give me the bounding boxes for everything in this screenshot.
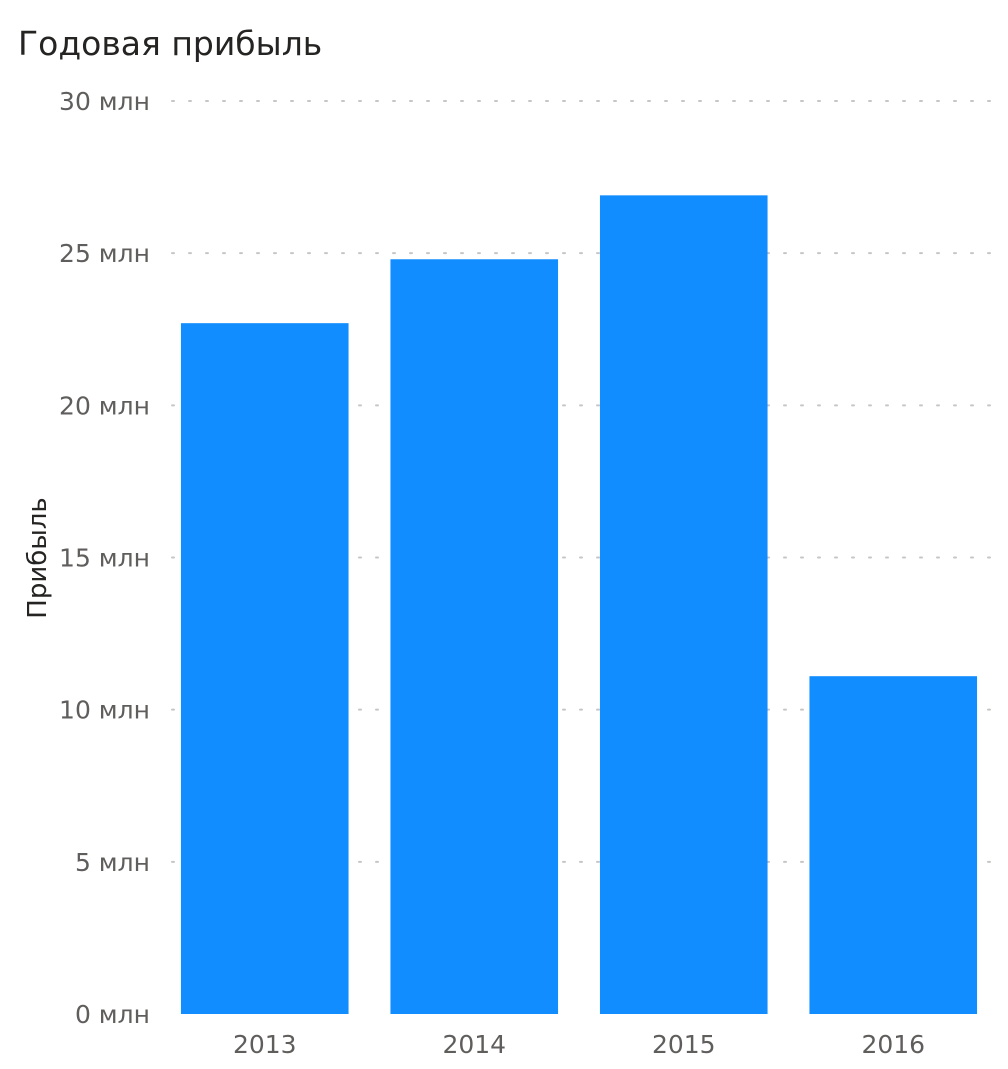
- y-tick-label: 5 млн: [75, 848, 150, 877]
- y-tick-label: 30 млн: [59, 87, 150, 116]
- x-tick-label: 2015: [652, 1030, 716, 1059]
- y-tick-label: 0 млн: [75, 1000, 150, 1029]
- x-axis-ticks: 2013 2014 2015 2016: [233, 1030, 925, 1059]
- x-tick-label: 2014: [442, 1030, 506, 1059]
- x-tick-label: 2013: [233, 1030, 297, 1059]
- y-tick-label: 25 млн: [59, 239, 150, 268]
- bar-2016[interactable]: [809, 676, 978, 1014]
- bar-2013[interactable]: [180, 323, 349, 1014]
- chart-title: Годовая прибыль: [18, 24, 323, 63]
- bar-2014[interactable]: [390, 259, 559, 1015]
- y-tick-label: 10 млн: [59, 696, 150, 725]
- y-tick-label: 20 млн: [59, 391, 150, 420]
- bar-2015[interactable]: [599, 195, 768, 1015]
- y-axis-label: Прибыль: [23, 497, 53, 618]
- y-axis-ticks: 0 млн 5 млн 10 млн 15 млн 20 млн 25 млн 30 млн: [59, 87, 150, 1029]
- bars: [180, 195, 978, 1015]
- x-tick-label: 2016: [861, 1030, 925, 1059]
- y-tick-label: 15 млн: [59, 544, 150, 573]
